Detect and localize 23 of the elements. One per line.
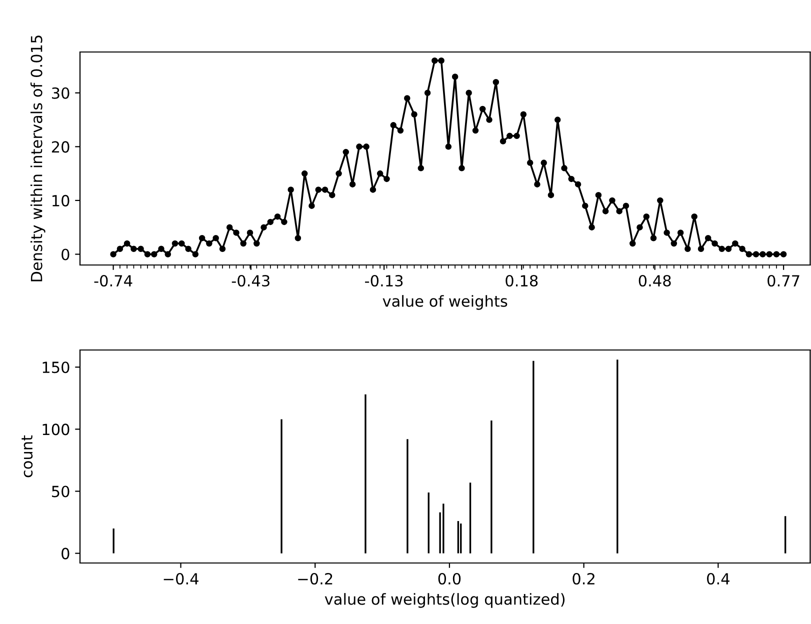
x-tick-label: 0.48 xyxy=(638,274,671,287)
y-tick-label: 100 xyxy=(42,424,70,436)
x-tick-label: -0.74 xyxy=(94,274,132,287)
y-tick-label: 0 xyxy=(62,548,70,560)
x-tick-label: -0.43 xyxy=(232,274,270,287)
x-tick-label: −0.4 xyxy=(164,572,198,585)
y-tick-label: 10 xyxy=(52,194,70,206)
y-tick-label: 0 xyxy=(62,248,70,260)
y-tick-label: 20 xyxy=(52,141,70,153)
y-axis-title: Density within intervals of 0.015 xyxy=(30,36,46,282)
x-tick-label: 0.18 xyxy=(506,274,538,287)
y-axis-title: count xyxy=(22,435,33,478)
y-tick-label: 150 xyxy=(42,362,70,374)
x-axis-title: value of weights xyxy=(382,295,508,310)
x-tick-label: 0.2 xyxy=(572,572,594,585)
y-tick-label: 30 xyxy=(52,87,70,99)
y-tick-label: 50 xyxy=(52,486,70,498)
x-tick-label: 0.4 xyxy=(707,572,730,585)
x-axis-title: value of weights(log quantized) xyxy=(324,593,565,608)
x-tick-label: -0.13 xyxy=(365,274,403,287)
x-tick-label: 0.0 xyxy=(438,572,461,585)
x-tick-label: −0.2 xyxy=(298,572,332,585)
x-tick-label: 0.77 xyxy=(768,274,800,287)
